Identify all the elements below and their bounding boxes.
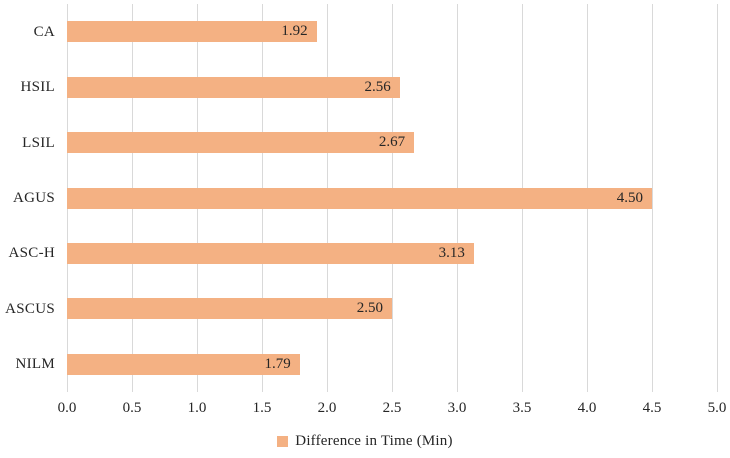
bar-value-label: 2.50: [356, 300, 383, 317]
bar: 2.50: [67, 298, 392, 320]
x-tick-label: 1.5: [252, 400, 272, 416]
bar: 2.56: [67, 76, 400, 98]
x-tick-label: 2.0: [317, 400, 337, 416]
category-label: LSIL: [22, 134, 55, 151]
category-label: NILM: [15, 356, 55, 373]
x-tick-label: 3.0: [447, 400, 467, 416]
legend-label: Difference in Time (Min): [295, 433, 453, 449]
x-tick-label: 1.0: [187, 400, 207, 416]
plot-area: 1.92 2.56 2.67 4.50 3.13 2.50 1.79: [67, 4, 718, 392]
bar: 4.50: [67, 187, 652, 209]
gridline: [652, 4, 653, 392]
category-label: ASCUS: [5, 300, 55, 317]
category-label: CA: [33, 23, 55, 40]
x-tick-label: 0.5: [122, 400, 142, 416]
category-label: ASC-H: [8, 245, 55, 262]
bar: 2.67: [67, 132, 415, 154]
x-axis: 0.0 0.5 1.0 1.5 2.0 2.5 3.0 3.5 4.0 4.5 5.0: [0, 400, 730, 420]
y-axis-category-labels: CA HSIL LSIL AGUS ASC-H ASCUS NILM: [0, 4, 55, 392]
bar-value-label: 2.56: [364, 78, 391, 95]
bar-value-label: 4.50: [616, 189, 643, 206]
legend: Difference in Time (Min): [0, 433, 730, 450]
x-tick-label: 0.0: [57, 400, 77, 416]
bar: 1.92: [67, 21, 317, 43]
x-tick-label: 4.5: [642, 400, 662, 416]
legend-swatch-icon: [277, 436, 289, 447]
x-tick-label: 2.5: [382, 400, 402, 416]
category-label: HSIL: [20, 79, 55, 96]
bar: 3.13: [67, 242, 474, 264]
x-tick-label: 3.5: [512, 400, 532, 416]
bar: 1.79: [67, 353, 300, 375]
x-tick-label: 5.0: [707, 400, 727, 416]
bar-value-label: 1.79: [264, 355, 291, 372]
bar-value-label: 2.67: [378, 134, 406, 151]
gridline: [717, 4, 718, 392]
category-label: AGUS: [12, 190, 55, 206]
bar-value-label: 1.92: [281, 23, 308, 40]
bar-value-label: 3.13: [438, 244, 465, 261]
x-tick-label: 4.0: [577, 400, 597, 416]
